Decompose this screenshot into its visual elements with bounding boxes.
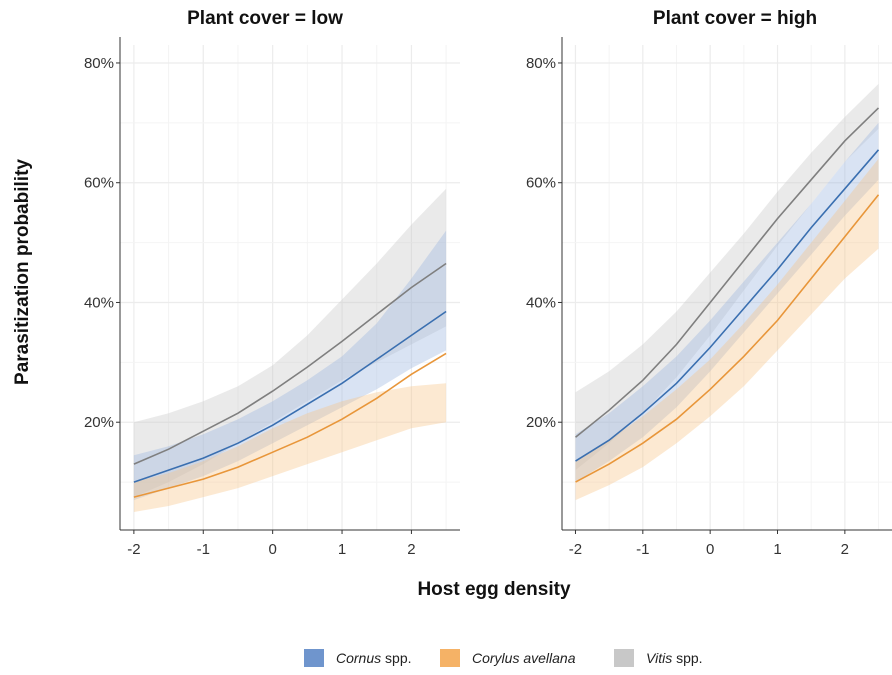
legend-item: Corylus avellana	[440, 649, 576, 667]
panel-title: Plant cover = low	[187, 8, 343, 29]
series-line	[133, 262, 447, 465]
series-line	[574, 107, 880, 438]
confidence-band	[133, 188, 447, 498]
y-tick-label: 80%	[84, 55, 114, 72]
y-tick-label: 40%	[84, 294, 114, 311]
x-axis-title: Host egg density	[417, 579, 571, 600]
confidence-band	[133, 230, 447, 501]
y-tick-label: 20%	[84, 414, 114, 431]
legend-swatch	[440, 649, 460, 667]
legend-swatch	[304, 649, 324, 667]
series-line	[575, 149, 880, 462]
legend-label: Corylus avellana	[472, 650, 576, 666]
legend-item: Vitis spp.	[614, 649, 703, 667]
x-tick-label: 0	[706, 541, 714, 558]
legend-label: Vitis spp.	[646, 650, 703, 666]
confidence-band	[133, 383, 447, 512]
panel-high: Plant cover = high 20% 40% 60% 80% -2 -1 0 1 2	[526, 8, 892, 558]
confidence-band	[575, 122, 879, 483]
x-tick-label: 2	[841, 541, 849, 558]
legend-item: Cornus spp.	[304, 649, 412, 667]
y-tick-label: 40%	[526, 294, 556, 311]
legend: Cornus spp. Corylus avellana Vitis spp.	[304, 649, 703, 667]
x-tick-label: 1	[773, 541, 781, 558]
y-tick-label: 60%	[526, 175, 556, 192]
confidence-band	[575, 158, 879, 501]
y-tick-label: 60%	[84, 175, 114, 192]
y-tick-label: 80%	[526, 55, 556, 72]
confidence-band	[575, 83, 879, 471]
legend-swatch	[614, 649, 634, 667]
x-tick-label: 0	[268, 541, 276, 558]
x-tick-label: -2	[127, 541, 140, 558]
x-tick-label: 1	[338, 541, 346, 558]
y-axis-title: Parasitization probability	[12, 159, 33, 385]
legend-label: Cornus spp.	[336, 650, 412, 666]
panel-title: Plant cover = high	[653, 8, 817, 29]
x-tick-label: -1	[197, 541, 210, 558]
x-tick-label: 2	[407, 541, 415, 558]
y-tick-label: 20%	[526, 414, 556, 431]
x-tick-label: -2	[569, 541, 582, 558]
series-line	[133, 352, 447, 498]
panel-low: Plant cover = low 20% 40% 60% 80% -2 -1 0 1 2	[84, 8, 460, 558]
series-line	[133, 310, 447, 483]
x-tick-label: -1	[636, 541, 649, 558]
series-line	[575, 194, 880, 483]
